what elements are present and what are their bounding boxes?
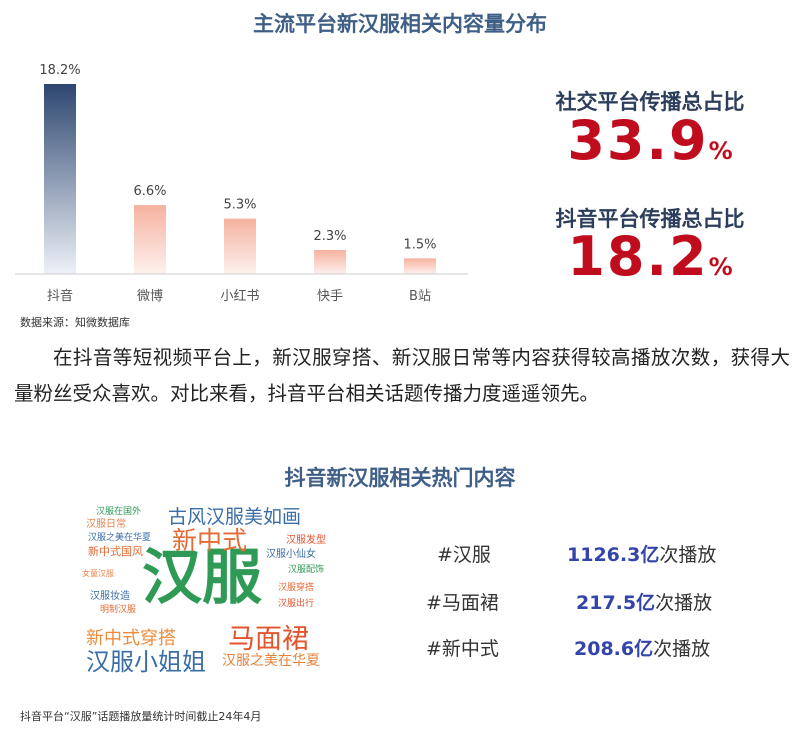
bar-快手 [314, 249, 346, 274]
stat-percent-sign: % [708, 137, 733, 165]
word-cloud-term: 马面裙 [228, 624, 309, 655]
hashtag-name: #新中式 [426, 638, 499, 660]
chart-title: 主流平台新汉服相关内容量分布 [253, 12, 547, 36]
hashtag-plays: 1126.3亿次播放 [567, 540, 716, 567]
bar-value-label: 5.3% [223, 198, 256, 213]
bar-value-label: 1.5% [403, 237, 436, 252]
x-tick-label: B站 [409, 289, 431, 302]
body-paragraph: 在抖音等短视频平台上，新汉服穿搭、新汉服日常等内容获得较高播放次数，获得大量粉丝… [14, 346, 790, 405]
play-unit: 次播放 [659, 544, 717, 566]
word-cloud-term: 汉服出行 [278, 599, 315, 609]
play-count: 208.6亿 [574, 638, 654, 660]
bar-B站 [404, 258, 436, 274]
source-note: 抖音平台“汉服”话题播放量统计时间截止24年4月 [20, 710, 262, 723]
bar-小红书 [224, 218, 256, 274]
stat-label-social: 社交平台传播总占比 [555, 90, 745, 114]
bar-微博 [134, 205, 166, 274]
bar-抖音 [44, 84, 76, 274]
stat-value-social: 33.9% [520, 114, 780, 168]
word-cloud: 汉服 新中式 古风汉服美如画 马面裙 汉服小姐姐 新中式穿搭 汉服之美在华夏 汉… [70, 500, 342, 700]
word-cloud-term: 汉服在国外 [96, 507, 142, 517]
word-cloud-term: 汉服配饰 [288, 565, 325, 575]
x-tick-label: 小红书 [220, 288, 259, 302]
stat-percent-sign: % [708, 253, 733, 281]
word-cloud-term: 明制汉服 [100, 605, 137, 615]
x-tick-label: 抖音 [47, 288, 73, 302]
stat-value-douyin: 18.2% [520, 230, 780, 284]
word-cloud-term: 汉服之美在华夏 [222, 653, 320, 669]
word-cloud-term: 新中式国风 [88, 545, 143, 558]
hashtag-name: #马面裙 [426, 592, 499, 614]
play-count: 1126.3亿 [567, 544, 660, 566]
word-cloud-term: 女童汉服 [82, 569, 114, 578]
bar-value-label: 2.3% [313, 229, 346, 244]
word-cloud-term: 汉服穿搭 [278, 583, 315, 593]
word-cloud-term: 汉服小仙女 [266, 549, 316, 560]
word-cloud-term: 新中式穿搭 [86, 628, 176, 649]
bar-value-label: 6.6% [133, 184, 166, 199]
play-unit: 次播放 [653, 638, 711, 660]
section-title: 抖音新汉服相关热门内容 [284, 466, 516, 490]
word-cloud-term: 新中式 [172, 526, 248, 555]
stat-number: 33.9 [567, 109, 709, 172]
bar-value-label: 18.2% [39, 63, 80, 78]
word-cloud-term: 汉服发型 [286, 535, 326, 546]
stat-label-douyin: 抖音平台传播总占比 [555, 207, 745, 231]
x-tick-label: 微博 [137, 289, 163, 302]
x-tick-label: 快手 [317, 289, 343, 302]
play-count: 217.5亿 [576, 592, 656, 614]
hashtag-plays: 217.5亿次播放 [576, 588, 712, 615]
word-cloud-term: 汉服 [142, 543, 262, 613]
source-note: 数据来源：知微数据库 [20, 316, 130, 329]
hashtag-plays: 208.6亿次播放 [574, 634, 710, 661]
bar-chart: 18.2% 抖音 6.6% 微博 5.3% 小红书 2.3% 快手 1.5% B站 [15, 63, 468, 302]
play-unit: 次播放 [655, 592, 713, 614]
word-cloud-term: 汉服小姐姐 [86, 648, 206, 676]
hashtag-name: #汉服 [437, 544, 491, 566]
stat-number: 18.2 [567, 225, 709, 288]
word-cloud-term: 汉服日常 [86, 519, 126, 530]
word-cloud-term: 汉服之美在华夏 [88, 533, 152, 543]
word-cloud-term: 汉服妆造 [90, 591, 130, 602]
word-cloud-term: 古风汉服美如画 [168, 506, 302, 528]
